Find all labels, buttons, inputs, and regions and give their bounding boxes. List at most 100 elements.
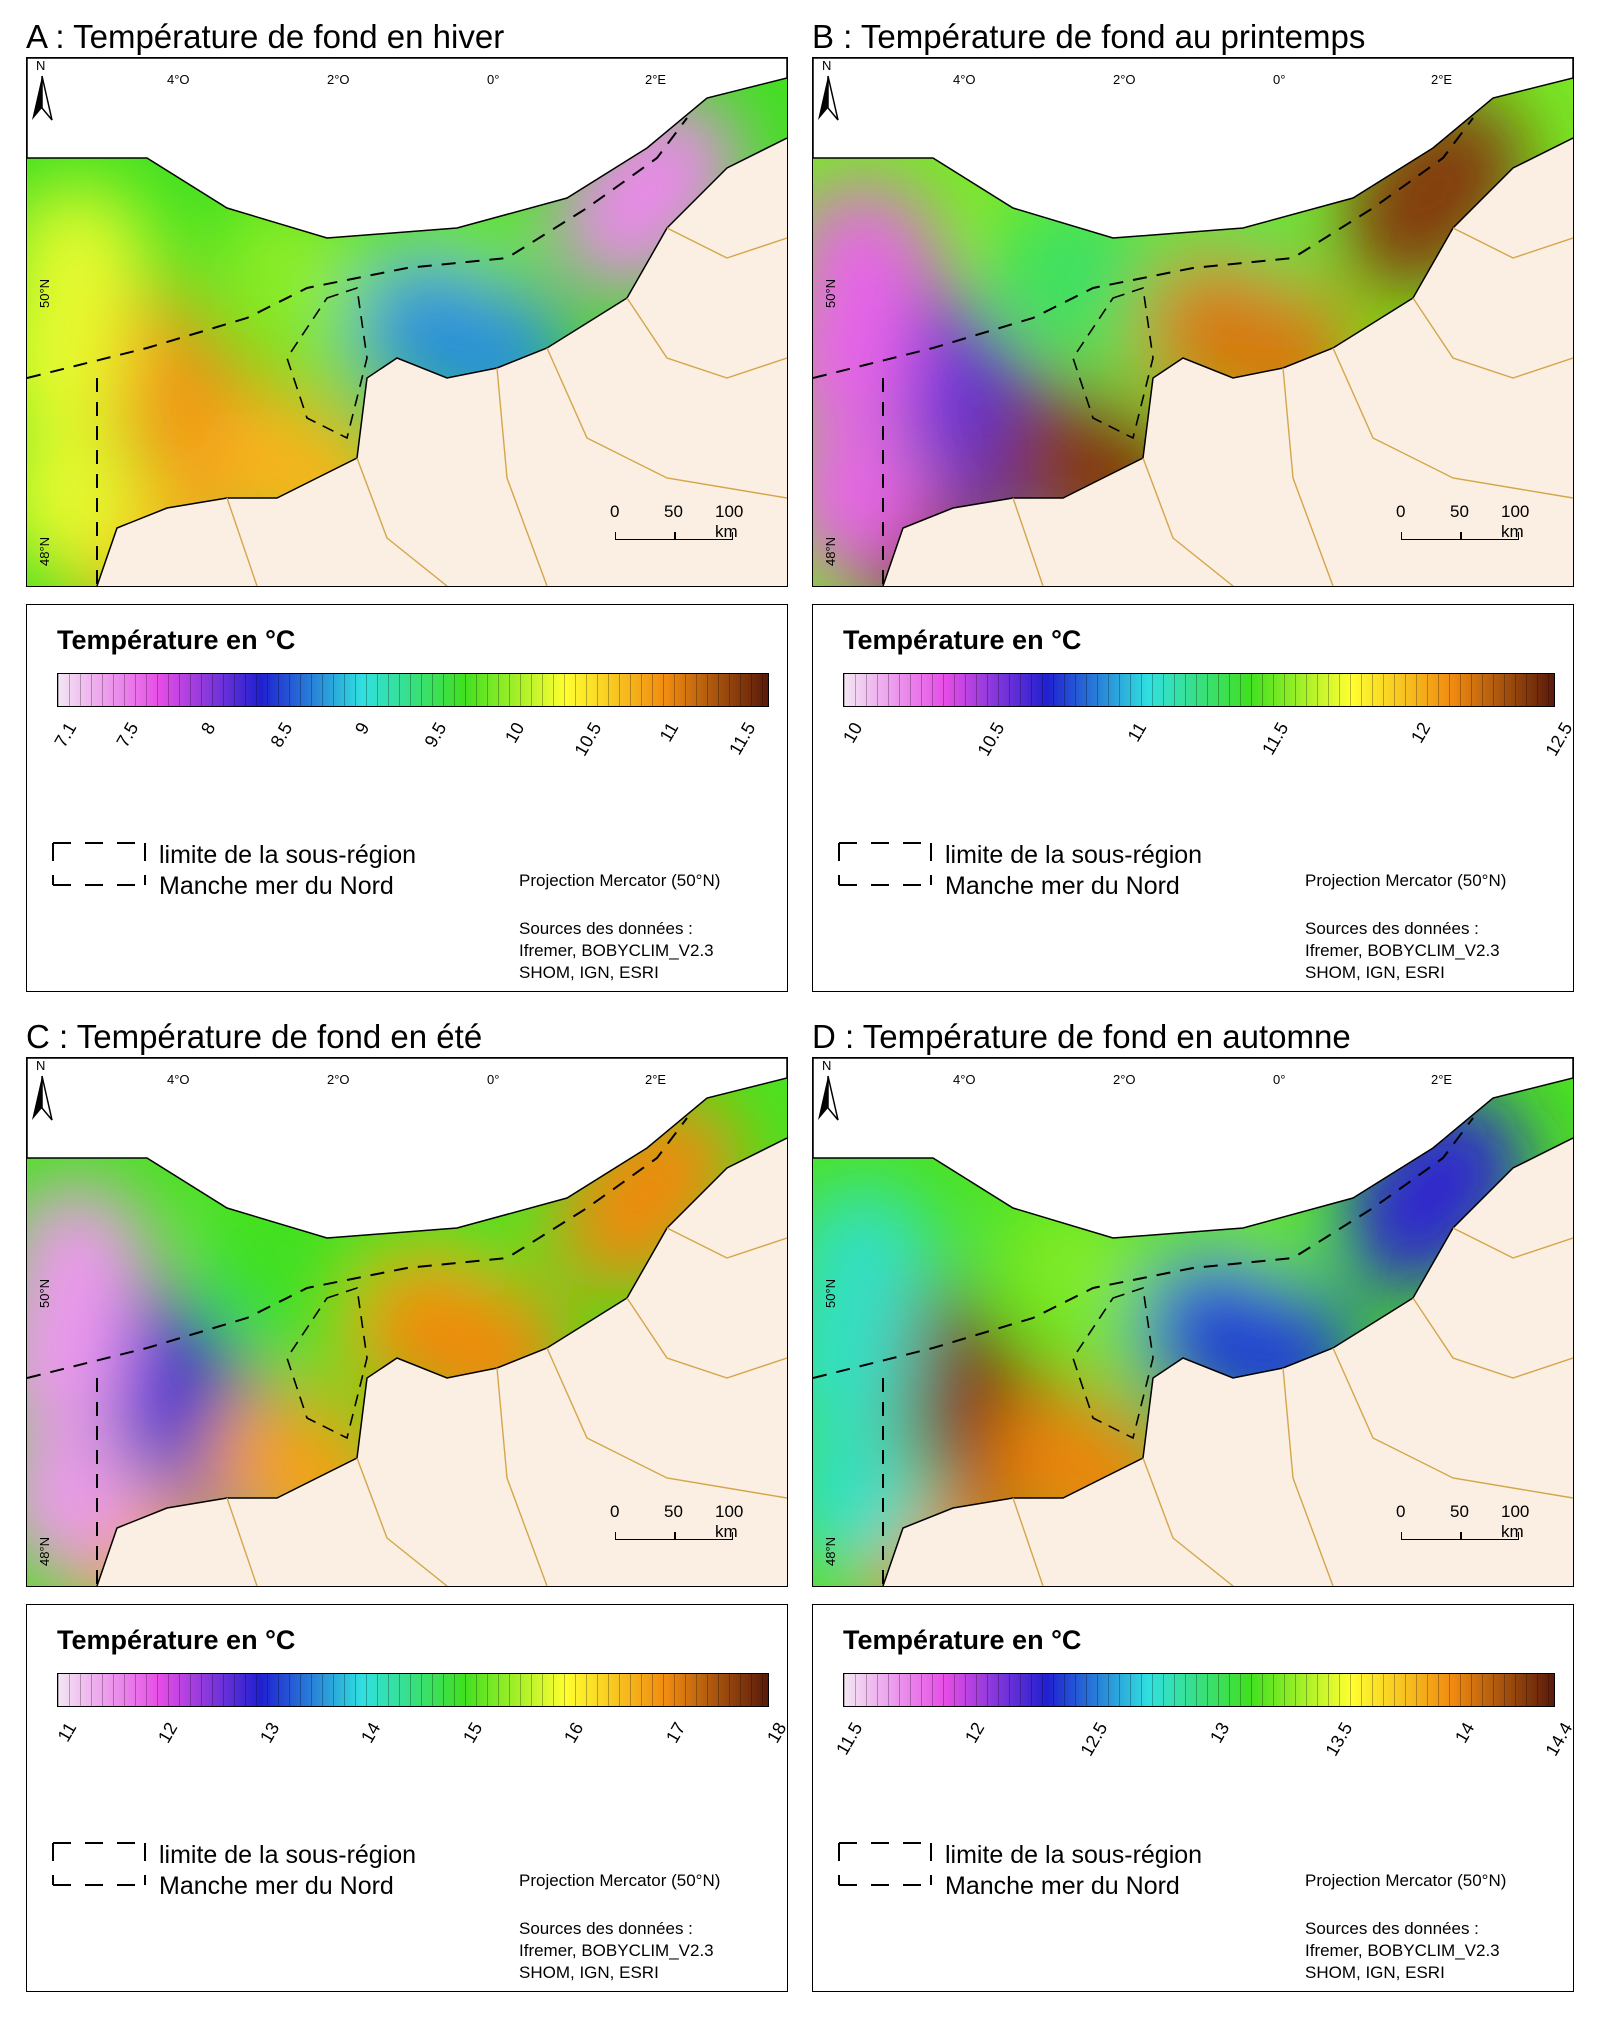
admin-boundary xyxy=(546,1347,787,1499)
ramp-tick-label: 16 xyxy=(560,1719,588,1747)
panel-b: B : Température de fond au printemps N 4… xyxy=(812,20,1600,1020)
lon-label-0: 0° xyxy=(1273,1072,1286,1087)
map-frame[interactable]: N 4°O 2°O 0° 2°E 50°N 48°N 0 50 100 km xyxy=(812,57,1574,587)
legend-box: Température en °C limite de la sous-régi… xyxy=(812,604,1577,992)
ramp-tick-label: 14 xyxy=(357,1719,385,1747)
source-line: Ifremer, BOBYCLIM_V2.3 xyxy=(519,1941,714,1960)
source-line: Ifremer, BOBYCLIM_V2.3 xyxy=(519,941,714,960)
lon-label-4w: 4°O xyxy=(953,72,976,87)
color-ramp xyxy=(843,673,1555,707)
lon-label-2w: 2°O xyxy=(1113,1072,1136,1087)
admin-boundary xyxy=(226,497,258,586)
lat-label-50n: 50°N xyxy=(823,1278,838,1308)
admin-boundary xyxy=(626,1297,787,1379)
map-frame[interactable]: N 4°O 2°O 0° 2°E 50°N 48°N 0 50 100 km xyxy=(26,57,788,587)
panel-c: C : Température de fond en été N 4°O 2°O… xyxy=(26,1020,816,2020)
ramp-tick-label: 11 xyxy=(655,719,683,746)
admin-boundary xyxy=(1142,457,1234,586)
map-frame[interactable]: N 4°O 2°O 0° 2°E 50°N 48°N 0 50 100 km xyxy=(26,1057,788,1587)
channel-islands-limit xyxy=(286,1286,368,1440)
temperature-map xyxy=(27,1058,787,1586)
source-line: SHOM, IGN, ESRI xyxy=(519,1963,659,1982)
boundary-label: limite de la sous-région xyxy=(945,1841,1203,1869)
ramp-tick-label: 18 xyxy=(762,1719,791,1747)
lat-label-48n: 48°N xyxy=(823,1536,838,1566)
temperature-map xyxy=(813,1058,1573,1586)
france-coastline xyxy=(882,137,1573,586)
legend-title: Température en °C xyxy=(57,1625,296,1655)
admin-boundary xyxy=(1282,1367,1334,1586)
lon-label-4w: 4°O xyxy=(167,1072,190,1087)
admin-boundary xyxy=(1412,1297,1573,1379)
lon-label-0: 0° xyxy=(487,72,500,87)
admin-boundary xyxy=(626,297,787,379)
north-label: N xyxy=(36,1058,45,1073)
ramp-tick-label: 9.5 xyxy=(420,719,451,751)
ramp-tick-label: 11.5 xyxy=(725,719,760,759)
boundary-label-region: Manche mer du Nord xyxy=(159,872,394,900)
ramp-tick-label: 9 xyxy=(351,719,374,738)
boundary-label: limite de la sous-région xyxy=(159,1841,417,1869)
ramp-tick-label: 8.5 xyxy=(266,719,297,751)
north-arrow-icon: N xyxy=(32,58,53,121)
subregion-limit xyxy=(813,117,1474,379)
legend-box: Température en °C limite de la sous-régi… xyxy=(26,1604,791,1992)
map-frame[interactable]: N 4°O 2°O 0° 2°E 50°N 48°N 0 50 100 km xyxy=(812,1057,1574,1587)
temperature-zone-atlantic-shelf xyxy=(813,1423,928,1573)
scale-label-0: 0 xyxy=(1396,1502,1406,1521)
boundary-dash-icon xyxy=(838,842,932,886)
ramp-tick-label: 10 xyxy=(838,719,867,747)
temperature-zone-atlantic-shelf xyxy=(813,183,938,333)
lon-label-0: 0° xyxy=(1273,72,1286,87)
color-ramp xyxy=(843,1673,1555,1707)
admin-boundary xyxy=(1452,227,1573,259)
admin-boundary xyxy=(1282,367,1334,586)
admin-boundary xyxy=(1012,497,1044,586)
panel-d: D : Température de fond en automne N 4°O… xyxy=(812,1020,1600,2020)
temperature-zone-atlantic-shelf xyxy=(813,1183,938,1333)
ramp-tick-label: 13.5 xyxy=(1321,1719,1356,1760)
ramp-tick-label: 12.5 xyxy=(1541,719,1577,760)
color-ramp xyxy=(57,1673,769,1707)
source-heading: Sources des données : xyxy=(1305,1919,1479,1938)
lat-label-50n: 50°N xyxy=(823,278,838,308)
panel-title: A : Température de fond en hiver xyxy=(26,18,505,55)
admin-boundary xyxy=(1332,347,1573,499)
lon-label-2w: 2°O xyxy=(1113,72,1136,87)
scale-label-50: 50 xyxy=(664,502,683,521)
admin-boundary xyxy=(356,457,448,586)
ramp-tick-label: 11.5 xyxy=(1258,719,1293,759)
subregion-limit xyxy=(27,117,688,379)
ramp-tick-label: 7.5 xyxy=(112,719,143,751)
admin-boundary xyxy=(1452,1227,1573,1259)
ramp-tick-label: 12.5 xyxy=(1076,1719,1112,1760)
boundary-dash-icon xyxy=(52,1842,146,1886)
admin-boundary xyxy=(496,1367,548,1586)
temperature-map xyxy=(813,58,1573,586)
ramp-tick-label: 10.5 xyxy=(570,719,606,760)
scale-bar: 0 50 100 km xyxy=(1396,502,1556,562)
lon-label-2e: 2°E xyxy=(1431,72,1453,87)
legend-title: Température en °C xyxy=(57,625,296,655)
panel-a: A : Température de fond en hiver N 4°O 2… xyxy=(26,20,816,1020)
panel-title: C : Température de fond en été xyxy=(26,1018,483,1055)
projection-text: Projection Mercator (50°N) xyxy=(519,871,721,890)
ramp-tick-label: 13 xyxy=(1206,1719,1234,1747)
legend-box: Température en °C limite de la sous-régi… xyxy=(812,1604,1576,1992)
boundary-label-region: Manche mer du Nord xyxy=(945,872,1180,900)
source-line: Ifremer, BOBYCLIM_V2.3 xyxy=(1305,941,1500,960)
lat-label-48n: 48°N xyxy=(823,536,838,566)
ramp-tick-label: 15 xyxy=(458,1719,487,1747)
legend-title: Température en °C xyxy=(843,1625,1082,1655)
ramp-tick-label: 14 xyxy=(1451,1719,1479,1747)
temperature-map xyxy=(27,58,787,586)
ramp-tick-label: 12 xyxy=(1406,719,1435,747)
ramp-tick-label: 11 xyxy=(1123,719,1151,746)
boundary-label-region: Manche mer du Nord xyxy=(159,1872,394,1900)
scale-label-50: 50 xyxy=(664,1502,683,1521)
ramp-tick-label: 8 xyxy=(196,719,220,738)
boundary-label: limite de la sous-région xyxy=(945,841,1203,869)
admin-boundary xyxy=(1012,1497,1044,1586)
ramp-tick-label: 12 xyxy=(154,1719,182,1747)
lat-label-50n: 50°N xyxy=(37,1278,52,1308)
